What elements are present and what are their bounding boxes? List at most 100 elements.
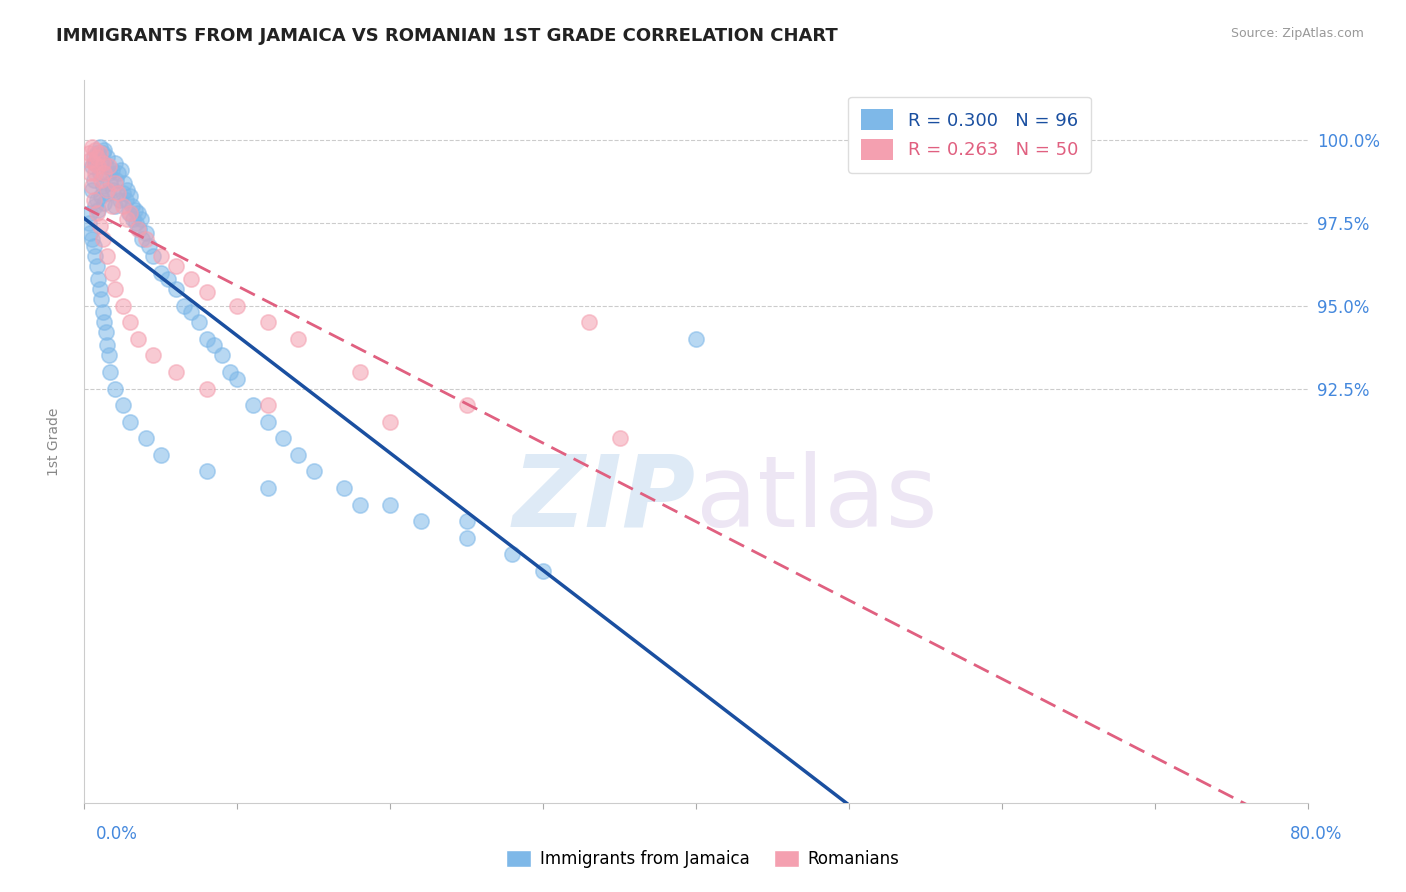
Point bbox=[120, 315, 142, 329]
Point bbox=[104, 156, 127, 170]
Point bbox=[349, 365, 371, 379]
Point bbox=[98, 365, 121, 379]
Point bbox=[226, 299, 249, 313]
Text: 80.0%: 80.0% bbox=[1291, 825, 1343, 843]
Point bbox=[115, 183, 138, 197]
Point bbox=[111, 398, 134, 412]
Point bbox=[104, 199, 127, 213]
Point bbox=[165, 365, 187, 379]
Text: Source: ZipAtlas.com: Source: ZipAtlas.com bbox=[1230, 27, 1364, 40]
Point bbox=[180, 272, 202, 286]
Point bbox=[333, 481, 356, 495]
Point bbox=[84, 143, 107, 157]
Point bbox=[107, 166, 129, 180]
Point bbox=[502, 547, 524, 561]
Point bbox=[105, 172, 128, 186]
Point bbox=[124, 202, 146, 217]
Point bbox=[90, 292, 112, 306]
Legend: R = 0.300   N = 96, R = 0.263   N = 50: R = 0.300 N = 96, R = 0.263 N = 50 bbox=[848, 96, 1091, 172]
Point bbox=[127, 206, 149, 220]
Point bbox=[195, 382, 218, 396]
Point bbox=[83, 172, 105, 186]
Point bbox=[609, 431, 631, 445]
Point bbox=[380, 415, 402, 429]
Point bbox=[115, 212, 138, 227]
Point bbox=[93, 143, 115, 157]
Point bbox=[86, 259, 108, 273]
Point bbox=[103, 183, 125, 197]
Point bbox=[96, 149, 118, 163]
Text: 0.0%: 0.0% bbox=[96, 825, 138, 843]
Point bbox=[149, 266, 172, 280]
Point bbox=[142, 348, 165, 362]
Point bbox=[195, 332, 218, 346]
Text: ZIP: ZIP bbox=[513, 450, 696, 548]
Point bbox=[84, 166, 107, 180]
Point bbox=[456, 531, 478, 545]
Point bbox=[120, 189, 142, 203]
Point bbox=[218, 365, 240, 379]
Point bbox=[89, 282, 111, 296]
Point bbox=[104, 176, 127, 190]
Point bbox=[125, 216, 148, 230]
Point bbox=[128, 222, 150, 236]
Point bbox=[83, 149, 105, 163]
Point bbox=[149, 448, 172, 462]
Point bbox=[91, 305, 114, 319]
Point bbox=[91, 232, 114, 246]
Point bbox=[135, 431, 157, 445]
Point bbox=[87, 160, 110, 174]
Point bbox=[101, 199, 124, 213]
Point bbox=[456, 514, 478, 528]
Point bbox=[80, 160, 103, 174]
Point bbox=[96, 183, 118, 197]
Point bbox=[349, 498, 371, 512]
Point bbox=[111, 299, 134, 313]
Point bbox=[90, 189, 112, 203]
Point bbox=[188, 315, 211, 329]
Point bbox=[93, 195, 115, 210]
Point bbox=[79, 226, 101, 240]
Point bbox=[91, 156, 114, 170]
Point bbox=[127, 332, 149, 346]
Point bbox=[84, 199, 107, 213]
Point bbox=[173, 299, 195, 313]
Point bbox=[110, 162, 132, 177]
Point bbox=[84, 249, 107, 263]
Point bbox=[96, 186, 118, 200]
Point bbox=[93, 315, 115, 329]
Point bbox=[91, 179, 114, 194]
Point bbox=[111, 186, 134, 200]
Point bbox=[94, 160, 117, 174]
Point bbox=[97, 348, 120, 362]
Point bbox=[80, 179, 103, 194]
Point bbox=[257, 415, 280, 429]
Point bbox=[531, 564, 554, 578]
Point bbox=[257, 398, 280, 412]
Point bbox=[107, 186, 129, 200]
Point bbox=[89, 166, 111, 180]
Text: IMMIGRANTS FROM JAMAICA VS ROMANIAN 1ST GRADE CORRELATION CHART: IMMIGRANTS FROM JAMAICA VS ROMANIAN 1ST … bbox=[56, 27, 838, 45]
Point bbox=[122, 212, 145, 227]
Point bbox=[89, 139, 111, 153]
Point bbox=[287, 332, 309, 346]
Point bbox=[195, 285, 218, 300]
Point bbox=[97, 166, 120, 180]
Point bbox=[90, 153, 112, 167]
Point bbox=[118, 206, 141, 220]
Point bbox=[257, 315, 280, 329]
Point bbox=[104, 382, 127, 396]
Point bbox=[96, 338, 118, 352]
Point bbox=[84, 156, 107, 170]
Point bbox=[142, 249, 165, 263]
Point bbox=[90, 172, 112, 186]
Point bbox=[80, 232, 103, 246]
Point bbox=[89, 219, 111, 233]
Point bbox=[112, 176, 135, 190]
Point bbox=[165, 282, 187, 296]
Point bbox=[135, 226, 157, 240]
Point bbox=[104, 282, 127, 296]
Point bbox=[87, 272, 110, 286]
Point bbox=[120, 206, 142, 220]
Point bbox=[98, 176, 121, 190]
